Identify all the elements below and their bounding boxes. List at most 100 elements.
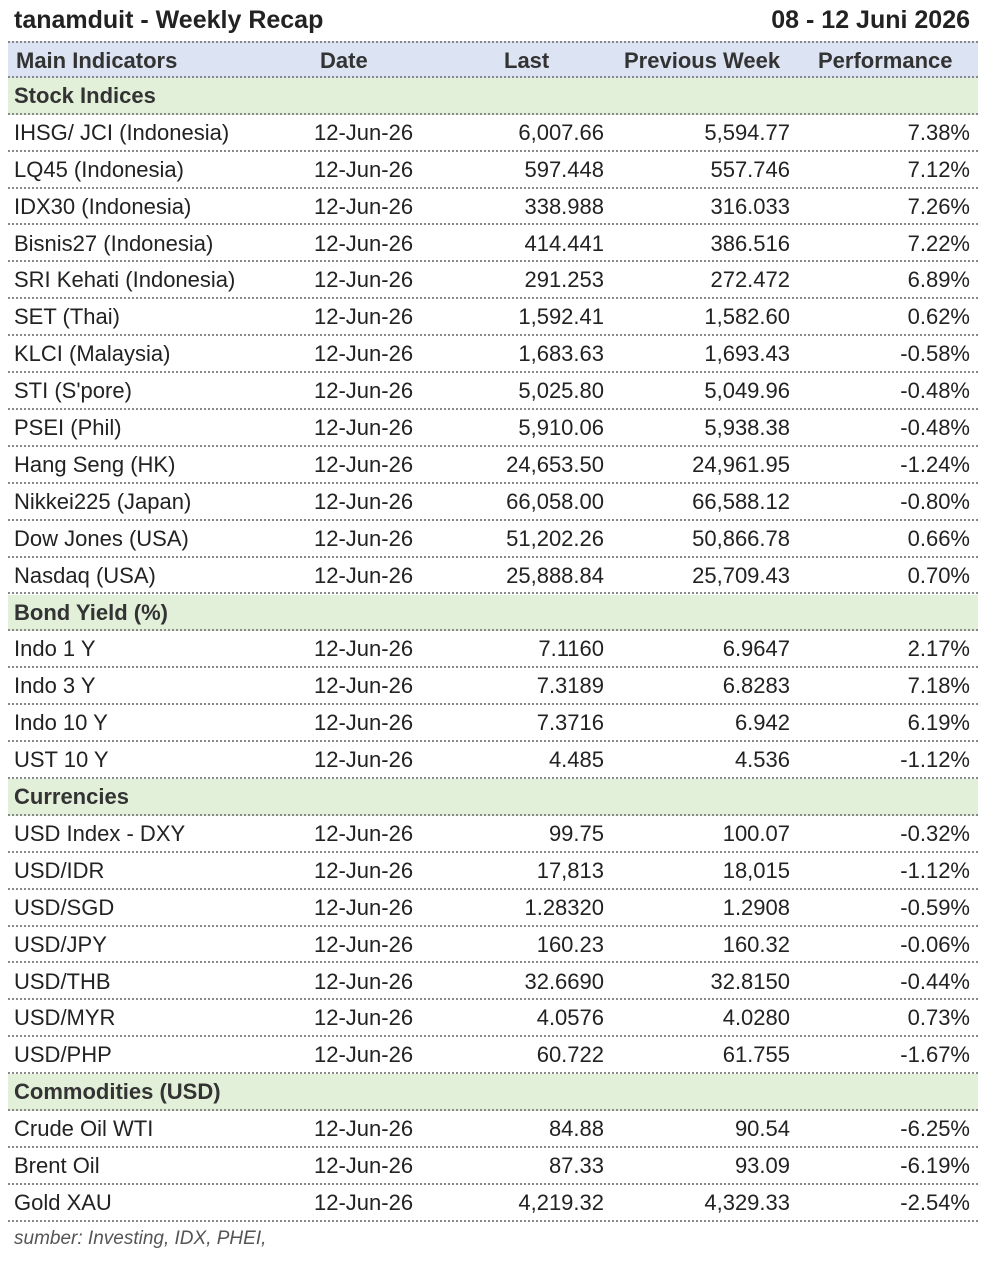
cell: 6.8283: [722, 673, 790, 699]
data-row: IDX30 (Indonesia) 12-Jun-26 338.988 316.033…: [8, 189, 978, 226]
data-row: KLCI (Malaysia) 12-Jun-26 1,683.63 1,693.43…: [8, 336, 978, 374]
cell: -2.54%: [900, 1189, 970, 1215]
data-row: USD/JPY 12-Jun-26 160.23 160.32 -0.06%: [8, 927, 978, 964]
cell: 12-Jun-26: [314, 378, 414, 404]
cell: 12-Jun-26: [314, 451, 414, 477]
cell: -1.12%: [900, 747, 970, 773]
cell: 7.18%: [907, 673, 970, 699]
cell: 7.3189: [536, 673, 604, 699]
cell: 5,594.77: [704, 119, 790, 145]
cell: 12-Jun-26: [314, 747, 414, 773]
cell: 12-Jun-26: [314, 304, 414, 330]
data-row: Indo 3 Y 12-Jun-26 7.3189 6.8283 7.18%: [8, 668, 978, 706]
cell: 12-Jun-26: [314, 1116, 414, 1142]
column-header: Main Indicators: [16, 48, 178, 73]
cell: 12-Jun-26: [314, 1153, 414, 1178]
data-row: Crude Oil WTI 12-Jun-26 84.88 90.54 -6.25%: [8, 1111, 978, 1148]
cell: 12-Jun-26: [314, 894, 414, 920]
cell: 6.19%: [907, 710, 970, 736]
cell: 6,007.66: [518, 119, 604, 145]
cell: 99.75: [548, 820, 604, 846]
cell: 12-Jun-26: [314, 156, 414, 182]
cell: Indo 1 Y: [14, 636, 96, 662]
cell: 5,049.96: [704, 378, 790, 404]
section-row: Stock Indices: [8, 77, 978, 115]
cell: USD/PHP: [14, 1042, 112, 1068]
section-row: Commodities (USD): [8, 1074, 978, 1112]
cell: 5,910.06: [518, 415, 604, 440]
data-row: USD Index - DXY 12-Jun-26 99.75 100.07 -0.32…: [8, 816, 978, 853]
data-row: SET (Thai) 12-Jun-26 1,592.41 1,582.60 0.62%: [8, 299, 978, 337]
data-row: USD/MYR 12-Jun-26 4.0576 4.0280 0.73%: [8, 1000, 978, 1038]
data-row: STI (S'pore) 12-Jun-26 5,025.80 5,049.96 -0.…: [8, 373, 978, 410]
section-title: Bond Yield (%): [14, 599, 168, 625]
cell: 93.09: [734, 1153, 790, 1178]
cell: 1,582.60: [704, 304, 790, 330]
cell: 0.66%: [907, 525, 970, 551]
cell: 1,683.63: [518, 341, 604, 367]
cell: -0.48%: [900, 378, 970, 404]
cell: -6.25%: [900, 1116, 970, 1142]
cell: 24,961.95: [692, 451, 790, 477]
cell: USD/SGD: [14, 894, 115, 920]
section-title: Commodities (USD): [14, 1079, 221, 1105]
cell: 7.1160: [538, 636, 604, 662]
cell: Bisnis27 (Indonesia): [14, 230, 214, 256]
cell: 12-Jun-26: [314, 415, 414, 440]
cell: -0.48%: [900, 415, 970, 440]
cell: 5,025.80: [518, 378, 604, 404]
cell: 66,588.12: [692, 488, 790, 514]
cell: USD Index - DXY: [14, 820, 186, 846]
data-row: USD/SGD 12-Jun-26 1.28320 1.2908 -0.59%: [8, 890, 978, 927]
cell: SRI Kehati (Indonesia): [14, 267, 236, 293]
cell: USD/JPY: [14, 931, 107, 957]
header-row: Main Indicators Date Last Previous Week Perf…: [8, 41, 978, 78]
cell: 12-Jun-26: [314, 710, 414, 736]
cell: 1,693.43: [704, 341, 790, 367]
cell: 12-Jun-26: [314, 488, 414, 514]
cell: 272.472: [710, 267, 790, 293]
cell: 1.28320: [524, 894, 604, 920]
cell: 24,653.50: [506, 451, 604, 477]
cell: 6.89%: [907, 267, 970, 293]
cell: STI (S'pore): [14, 378, 132, 404]
cell: 12-Jun-26: [314, 931, 414, 957]
cell: 12-Jun-26: [314, 267, 414, 293]
cell: 597.448: [524, 156, 604, 182]
cell: 5,938.38: [704, 415, 790, 440]
data-row: SRI Kehati (Indonesia) 12-Jun-26 291.253 27…: [8, 262, 978, 300]
cell: 12-Jun-26: [314, 968, 414, 994]
cell: 12-Jun-26: [314, 230, 414, 256]
cell: -0.44%: [900, 968, 970, 994]
data-row: Brent Oil 12-Jun-26 87.33 93.09 -6.19%: [8, 1148, 978, 1185]
cell: 12-Jun-26: [314, 1005, 414, 1031]
cell: PSEI (Phil): [14, 415, 122, 440]
cell: -0.58%: [900, 341, 970, 367]
data-row: UST 10 Y 12-Jun-26 4.485 4.536 -1.12%: [8, 742, 978, 779]
cell: -0.06%: [900, 931, 970, 957]
cell: 0.73%: [907, 1005, 970, 1031]
cell: 557.746: [710, 156, 790, 182]
cell: 50,866.78: [692, 525, 790, 551]
data-row: Indo 1 Y 12-Jun-26 7.1160 6.9647 2.17%: [8, 631, 978, 669]
data-row: USD/THB 12-Jun-26 32.6690 32.8150 -0.44%: [8, 964, 978, 1001]
cell: 0.62%: [907, 304, 970, 330]
cell: 1.2908: [722, 894, 790, 920]
data-row: Gold XAU 12-Jun-26 4,219.32 4,329.33 -2.54%: [8, 1185, 978, 1222]
cell: 4.485: [548, 747, 604, 773]
cell: USD/IDR: [14, 857, 105, 883]
cell: SET (Thai): [14, 304, 120, 330]
cell: 12-Jun-26: [314, 1189, 414, 1215]
cell: 7.3716: [536, 710, 604, 736]
cell: UST 10 Y: [14, 747, 109, 773]
cell: 1,592.41: [518, 304, 604, 330]
cell: 12-Jun-26: [314, 673, 414, 699]
cell: KLCI (Malaysia): [14, 341, 171, 367]
cell: 6.942: [734, 710, 790, 736]
cell: 4,219.32: [518, 1189, 604, 1215]
cell: 17,813: [536, 857, 604, 883]
cell: Brent Oil: [14, 1153, 100, 1178]
cell: Nikkei225 (Japan): [14, 488, 192, 514]
cell: IDX30 (Indonesia): [14, 193, 192, 219]
